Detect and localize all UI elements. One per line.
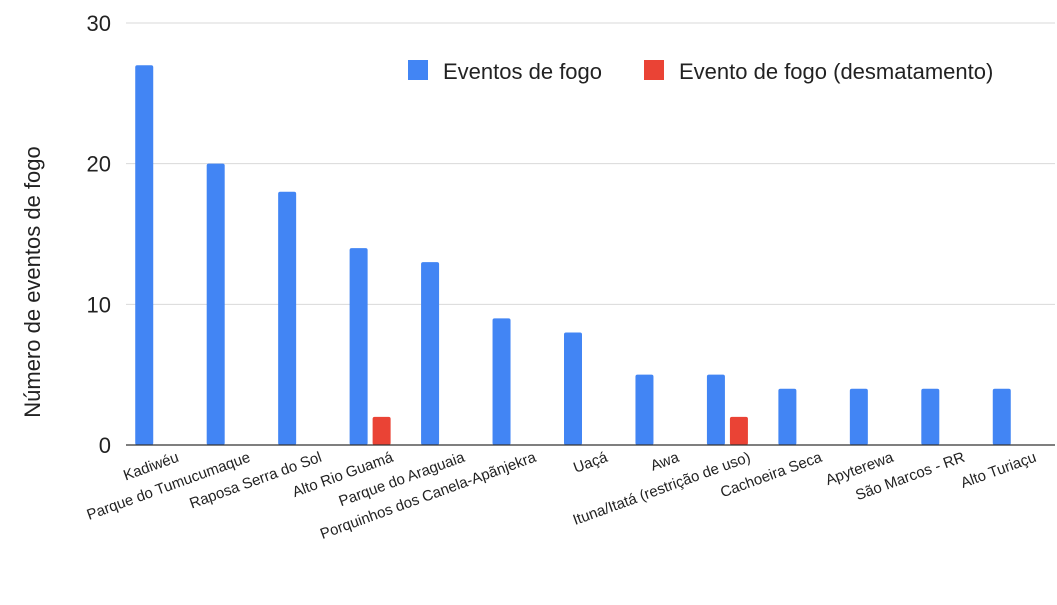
bar-eventos-de-fogo [492,318,511,445]
legend-swatch-eventos-de-fogo [408,60,428,80]
bar-eventos-de-fogo [778,388,797,445]
bar-desmatamento [372,416,391,445]
legend-swatch-evento-de-fogo-desmatamento [644,60,664,80]
bar-eventos-de-fogo [349,248,368,445]
bar-eventos-de-fogo [206,163,225,445]
y-tick-labels: 0 10 20 30 [87,11,111,458]
x-category-label: Alto Turiaçu [958,449,1038,492]
bar-eventos-de-fogo [135,65,154,445]
bar-eventos-de-fogo [564,332,582,445]
legend-label-evento-de-fogo-desmatamento: Evento de fogo (desmatamento) [679,59,993,84]
bar-eventos-de-fogo [421,262,440,445]
bar-eventos-de-fogo [849,388,868,445]
legend: Eventos de fogo Evento de fogo (desmatam… [408,59,993,84]
bar-eventos-de-fogo [992,388,1011,445]
x-category-label: Awa [648,449,682,475]
y-tick-label: 30 [87,11,111,36]
y-axis-title: Número de eventos de fogo [20,146,45,418]
bar-eventos-de-fogo [921,388,940,445]
y-tick-label: 0 [99,433,111,458]
bar-eventos-de-fogo [635,374,654,445]
bar-desmatamento [729,416,748,445]
bar-eventos-de-fogo [278,191,297,445]
bar-eventos-de-fogo [706,374,725,445]
bars [135,65,1011,445]
x-category-label: Uaçá [571,449,610,477]
legend-label-eventos-de-fogo: Eventos de fogo [443,59,602,84]
y-tick-label: 10 [87,292,111,317]
y-tick-label: 20 [87,152,111,177]
